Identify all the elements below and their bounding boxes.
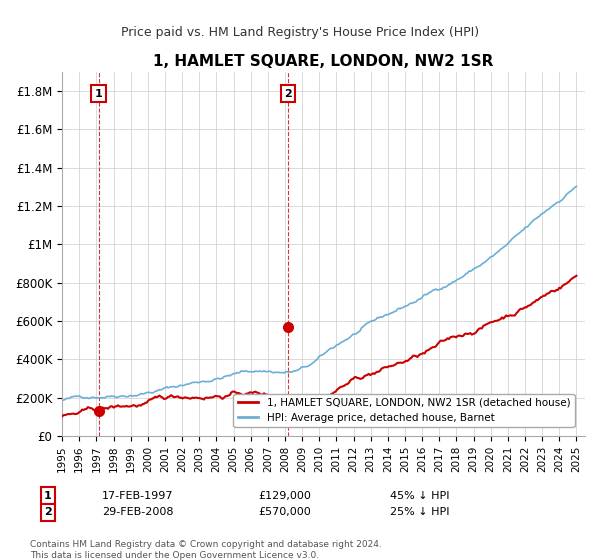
Text: £570,000: £570,000 [258,507,311,517]
Legend: 1, HAMLET SQUARE, LONDON, NW2 1SR (detached house), HPI: Average price, detached: 1, HAMLET SQUARE, LONDON, NW2 1SR (detac… [233,394,575,427]
Text: Contains HM Land Registry data © Crown copyright and database right 2024.
This d: Contains HM Land Registry data © Crown c… [30,540,382,559]
Title: 1, HAMLET SQUARE, LONDON, NW2 1SR: 1, HAMLET SQUARE, LONDON, NW2 1SR [154,54,494,69]
Text: £129,000: £129,000 [258,491,311,501]
Text: 17-FEB-1997: 17-FEB-1997 [102,491,173,501]
Text: 2: 2 [44,507,52,517]
Text: 25% ↓ HPI: 25% ↓ HPI [390,507,449,517]
Text: 45% ↓ HPI: 45% ↓ HPI [390,491,449,501]
Text: 2: 2 [284,88,292,99]
Text: 1: 1 [95,88,103,99]
Text: 29-FEB-2008: 29-FEB-2008 [102,507,173,517]
Text: Price paid vs. HM Land Registry's House Price Index (HPI): Price paid vs. HM Land Registry's House … [121,26,479,39]
Text: 1: 1 [44,491,52,501]
